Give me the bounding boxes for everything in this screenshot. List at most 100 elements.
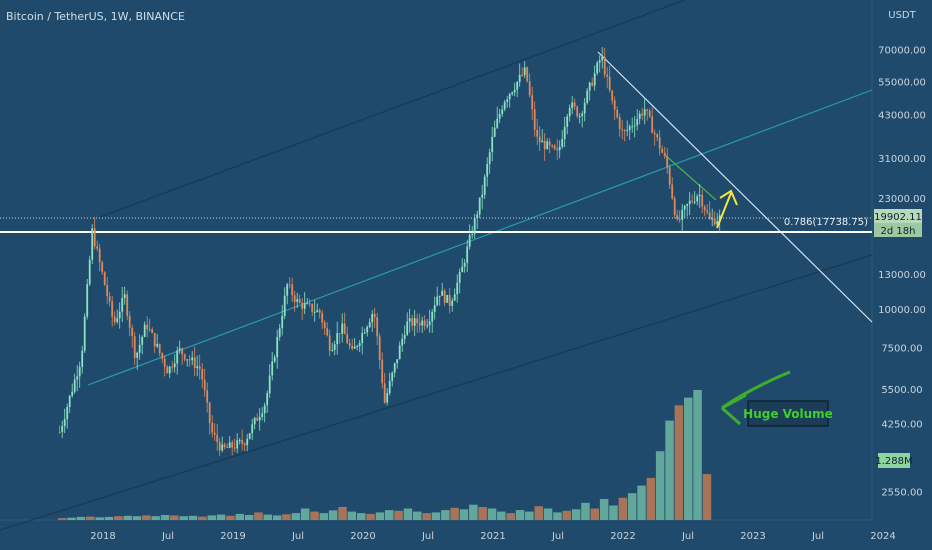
- candle-body: [96, 246, 99, 249]
- price-tick-label: 55000.00: [878, 78, 926, 89]
- volume-bar: [534, 506, 543, 520]
- candle-body: [93, 228, 96, 247]
- candle-body: [588, 82, 591, 91]
- volume-bar: [571, 509, 581, 520]
- candle-body: [473, 218, 476, 235]
- candle-body: [403, 334, 406, 339]
- candle-body: [231, 442, 234, 448]
- candle-body: [228, 442, 231, 448]
- candle-body: [641, 113, 644, 116]
- price-tick-label: 23000.00: [878, 194, 926, 205]
- candle-body: [318, 310, 321, 313]
- breakout-arrow: [716, 189, 738, 229]
- candle-body: [531, 95, 534, 110]
- volume-bar: [646, 477, 656, 520]
- candle-body: [76, 376, 79, 380]
- candle-body: [383, 383, 386, 403]
- candle-body: [401, 338, 404, 346]
- candle-body: [223, 444, 226, 447]
- candle-body: [686, 204, 689, 206]
- candle-body: [261, 413, 264, 417]
- candle-body: [191, 357, 194, 361]
- huge-volume-box: Huge Volume: [743, 400, 833, 427]
- candle-body: [136, 352, 139, 358]
- volume-bar: [459, 509, 469, 520]
- candle-body: [716, 221, 719, 225]
- candle-body: [236, 440, 239, 449]
- candle-body: [123, 294, 126, 299]
- candle-body: [703, 206, 706, 211]
- candle-body: [186, 359, 189, 361]
- candle-body: [576, 106, 579, 117]
- volume-bar: [357, 513, 366, 520]
- candle-body: [651, 116, 654, 133]
- volume-bar: [207, 515, 216, 520]
- volume-bar: [553, 512, 562, 520]
- candle-body: [131, 327, 134, 337]
- candle-body: [478, 197, 481, 215]
- price-axis[interactable]: 70000.00 55000.00 43000.00 31000.00 23000.00…: [878, 46, 926, 499]
- candle-body: [181, 348, 184, 355]
- candle-body: [681, 209, 684, 220]
- time-tick-label: Jul: [551, 531, 564, 542]
- candle-body: [431, 312, 434, 322]
- candle-body: [211, 422, 214, 433]
- price-tick-label: 5500.00: [881, 385, 922, 396]
- candle-body: [446, 295, 449, 303]
- candle-body: [591, 82, 594, 86]
- volume-bar: [114, 516, 123, 520]
- candle-body: [396, 359, 399, 364]
- volume-bar: [413, 511, 422, 520]
- candle-body: [528, 81, 531, 96]
- candle-body: [418, 323, 421, 326]
- candle-body: [608, 76, 611, 91]
- channel-upper-line: [99, 0, 686, 218]
- candle-body: [606, 74, 609, 77]
- candle-body: [156, 344, 159, 347]
- candle-body: [121, 298, 124, 312]
- volume-bar: [151, 516, 160, 520]
- candle-body: [628, 126, 631, 130]
- candle-body: [363, 332, 366, 334]
- candle-body: [578, 116, 581, 118]
- volume-value: 1.288M: [875, 456, 912, 467]
- time-tick-label: 2021: [480, 531, 505, 542]
- volume-bar: [581, 502, 590, 520]
- fib-level-label: 0.786(17738.75): [784, 217, 868, 228]
- candle-body: [321, 312, 324, 323]
- candle-body: [706, 210, 709, 213]
- candle-body: [603, 56, 606, 75]
- volume-bar: [543, 508, 553, 520]
- time-tick-label: 2020: [350, 531, 375, 542]
- candle-body: [83, 316, 86, 351]
- candle-body: [433, 305, 436, 312]
- volume-bar: [674, 405, 684, 520]
- candle-body: [593, 73, 596, 86]
- candle-body: [483, 176, 486, 195]
- volume-bar: [76, 516, 86, 520]
- volume-bar: [431, 512, 441, 520]
- candle-body: [61, 426, 64, 432]
- candle-body: [408, 318, 411, 322]
- candle-body: [626, 130, 629, 131]
- candle-body: [551, 145, 554, 147]
- candle-body: [488, 152, 491, 164]
- candle-body: [106, 285, 109, 297]
- volume-bar: [385, 510, 394, 520]
- volume-bar: [282, 514, 291, 520]
- time-tick-label: 2024: [870, 531, 895, 542]
- volume-bar: [347, 511, 357, 520]
- time-axis[interactable]: 2018 Jul 2019 Jul 2020 Jul 2021 Jul 2022 Jul 2023 J…: [90, 531, 895, 542]
- candle-body: [341, 323, 344, 334]
- candle-body: [421, 320, 424, 326]
- candle-body: [268, 375, 271, 394]
- candle-body: [248, 433, 251, 439]
- current-price-value: 19902.11: [874, 212, 922, 223]
- candle-body: [63, 419, 66, 427]
- channel-mid-line: [87, 89, 873, 386]
- candle-body: [286, 284, 289, 296]
- candle-body: [596, 62, 599, 74]
- candle-body: [206, 390, 209, 403]
- candle-body: [496, 118, 499, 128]
